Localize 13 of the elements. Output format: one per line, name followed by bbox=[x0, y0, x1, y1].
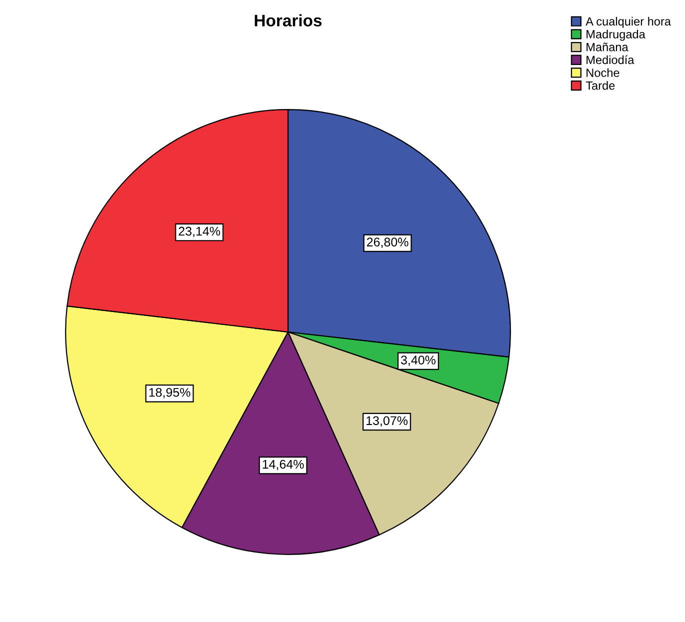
legend-label: A cualquier hora bbox=[586, 16, 671, 28]
data-label: 18,95% bbox=[149, 388, 190, 398]
legend-label: Tarde bbox=[586, 81, 615, 90]
data-label: 3,40% bbox=[400, 356, 436, 366]
data-label: 14,64% bbox=[262, 460, 304, 470]
legend-label: Mañana bbox=[586, 42, 628, 52]
data-label: 13,07% bbox=[366, 416, 408, 427]
legend-label: Noche bbox=[586, 68, 620, 77]
legend-label: Mediodía bbox=[586, 55, 634, 64]
data-label: 26,80% bbox=[366, 238, 408, 248]
legend-label: Madrugada bbox=[586, 30, 646, 41]
data-label: 23,14% bbox=[178, 226, 220, 238]
chart-title: Horarios bbox=[254, 14, 322, 26]
